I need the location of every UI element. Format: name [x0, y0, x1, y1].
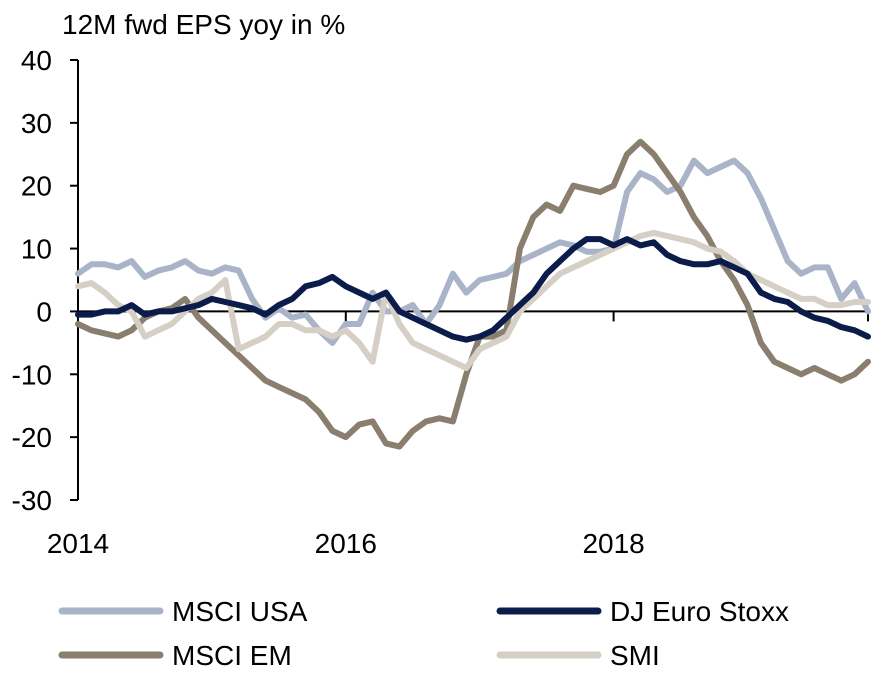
series-line-smi	[75, 229, 871, 371]
series-line-msci-em	[75, 138, 871, 450]
y-tick-label: 0	[36, 296, 52, 327]
chart-title: 12M fwd EPS yoy in %	[62, 9, 345, 40]
x-axis-ticks: 2014 2016 2018	[47, 311, 869, 559]
y-tick-label: -10	[12, 359, 52, 390]
y-axis-ticks: -30 -20 -10 0 10 20 30 40	[12, 45, 78, 516]
legend-label: MSCI EM	[172, 640, 292, 671]
series-lines	[75, 138, 871, 450]
y-tick-label: -20	[12, 422, 52, 453]
legend-label: SMI	[610, 640, 660, 671]
legend-label: DJ Euro Stoxx	[610, 596, 789, 627]
y-tick-label: 20	[21, 171, 52, 202]
x-tick-label: 2016	[315, 528, 377, 559]
y-tick-label: -30	[12, 485, 52, 516]
x-tick-label: 2018	[582, 528, 644, 559]
y-tick-label: 40	[21, 45, 52, 76]
legend-label: MSCI USA	[172, 596, 308, 627]
series-line-dj-euro-stoxx	[75, 236, 871, 343]
y-tick-label: 10	[21, 234, 52, 265]
series-line-msci-usa	[75, 157, 871, 346]
y-tick-label: 30	[21, 108, 52, 139]
legend: MSCI USA DJ Euro Stoxx MSCI EM SMI	[58, 596, 789, 671]
x-tick-label: 2014	[47, 528, 109, 559]
